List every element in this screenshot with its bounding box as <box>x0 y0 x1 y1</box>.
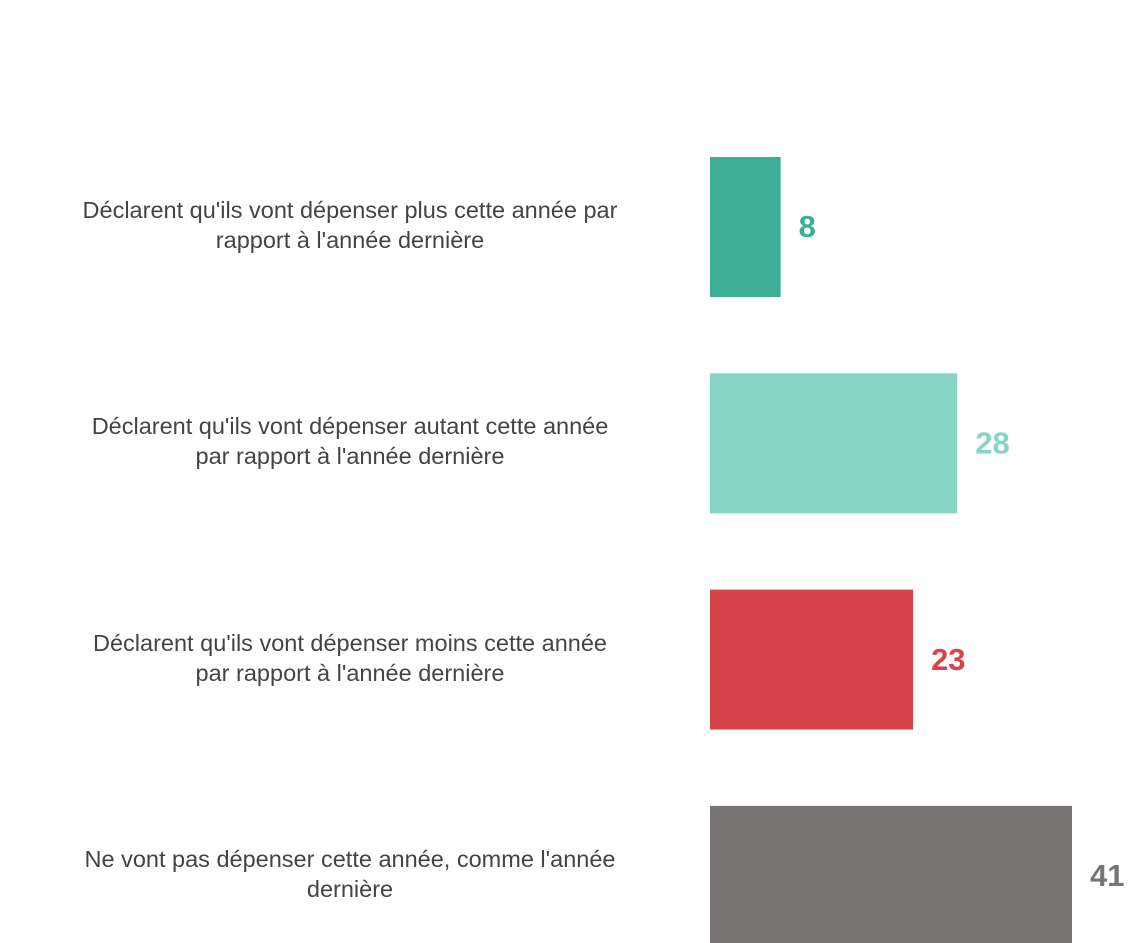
value-label: 8 <box>799 209 816 244</box>
category-label: Déclarent qu'ils vont dépenser moins cet… <box>93 629 607 686</box>
value-label: 41 <box>1090 858 1124 893</box>
bar <box>710 589 914 730</box>
value-label: 28 <box>975 425 1009 460</box>
bar <box>710 157 781 297</box>
category-label: Ne vont pas dépenser cette année, comme … <box>84 845 616 902</box>
bar <box>710 805 1072 943</box>
bar <box>710 373 958 514</box>
category-label: Déclarent qu'ils vont dépenser autant ce… <box>91 413 609 470</box>
value-label: 23 <box>931 642 965 677</box>
category-label: Déclarent qu'ils vont dépenser plus cett… <box>82 197 618 253</box>
